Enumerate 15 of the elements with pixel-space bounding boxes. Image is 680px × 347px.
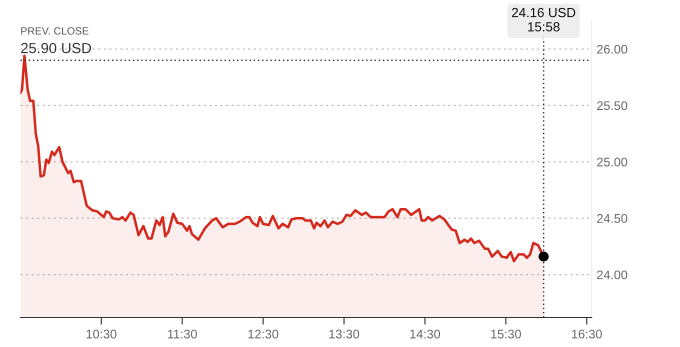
x-tick-label: 15:30 (491, 330, 521, 338)
annotation: 24.16 USD 15:58 (512, 8, 576, 32)
y-tick-label: 25.00 (597, 158, 628, 166)
x-tick-label: 10:30 (86, 330, 116, 338)
annotation: PREV. CLOSE (21, 27, 88, 35)
y-tick-label: 25.50 (597, 101, 628, 110)
x-tick-label: 14:30 (410, 330, 440, 338)
x-tick-label: 13:30 (329, 330, 360, 338)
x-tick-label: 16:30 (572, 330, 602, 338)
x-tick-label: 11:30 (168, 330, 197, 338)
y-tick-label: 24.00 (597, 270, 628, 280)
y-tick-label: 24.50 (597, 214, 628, 223)
x-tick-label: 12:30 (248, 330, 278, 338)
ref-line-label: 25.90 USD (21, 42, 92, 54)
y-tick-label: 26.00 (597, 44, 628, 54)
